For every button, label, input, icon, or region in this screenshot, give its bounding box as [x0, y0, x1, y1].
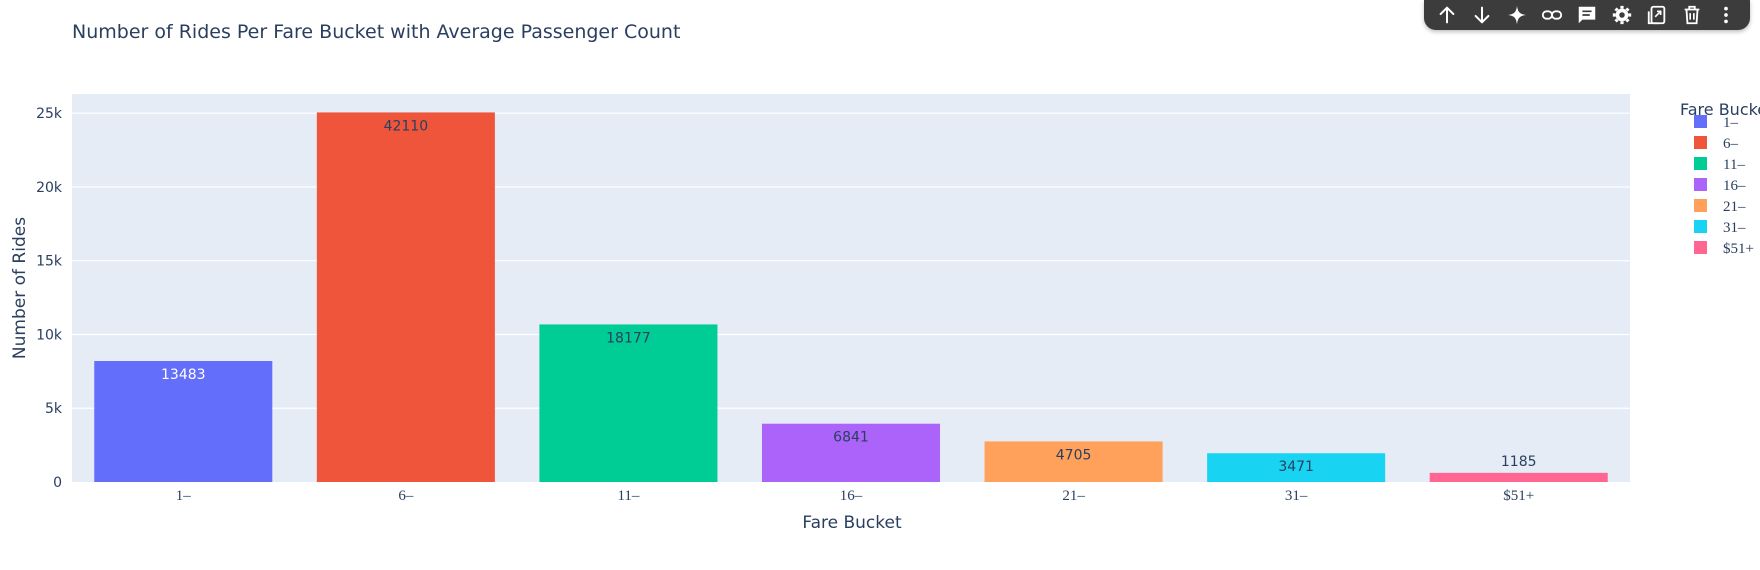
bar-labels: 13483 42110 18177 6841 4705 3471 1185 [161, 118, 1537, 475]
x-tick-label: 31– [1285, 488, 1308, 504]
y-tick-label: 25k [36, 106, 63, 122]
legend-item-label: 11– [1723, 157, 1745, 173]
x-axis-title: Fare Bucket [802, 513, 902, 533]
legend-swatch [1694, 115, 1707, 128]
legend-swatch [1694, 157, 1707, 170]
more-vert-icon[interactable] [1712, 1, 1740, 29]
y-tick-label: 20k [36, 180, 63, 196]
y-axis-title: Number of Rides [10, 217, 30, 359]
y-tick-label: 10k [36, 327, 63, 343]
arrow-down-icon[interactable] [1468, 1, 1496, 29]
bar [316, 112, 495, 482]
x-tick-label: $51+ [1503, 488, 1534, 504]
bar [984, 441, 1163, 482]
legend-swatch [1694, 136, 1707, 149]
legend-swatch [1694, 241, 1707, 254]
legend-swatch [1694, 178, 1707, 191]
x-tick-label: 16– [840, 488, 863, 504]
bar [1429, 472, 1608, 482]
bar-value-label: 18177 [606, 330, 651, 346]
x-tick-label: 11– [617, 488, 639, 504]
x-tick-label: 6– [398, 488, 414, 504]
comment-icon[interactable] [1573, 1, 1601, 29]
arrow-up-icon[interactable] [1433, 1, 1461, 29]
x-tick-label: 21– [1062, 488, 1085, 504]
link-icon[interactable] [1538, 1, 1566, 29]
bar-value-label: 1185 [1501, 454, 1537, 470]
legend-item-label: 16– [1723, 178, 1746, 194]
bar [761, 423, 941, 482]
bar-value-label: 6841 [833, 430, 869, 446]
chart-toolbar [1424, 0, 1750, 30]
copy-to-sheet-icon[interactable] [1643, 1, 1671, 29]
y-tick-label: 5k [45, 401, 63, 417]
y-axis-ticks: 0 5k 10k 15k 20k 25k [36, 106, 63, 491]
legend-item-label: 21– [1723, 199, 1746, 215]
bar [539, 324, 718, 482]
bar-value-label: 13483 [161, 367, 206, 383]
legend-swatch [1694, 220, 1707, 233]
bar-value-label: 4705 [1056, 447, 1092, 463]
y-tick-label: 15k [36, 254, 63, 270]
legend-item-label: 31– [1723, 220, 1746, 236]
x-axis-ticks: 1– 6– 11– 16– 21– 31– $51+ [176, 488, 1534, 504]
legend-item-label: $51+ [1723, 241, 1754, 257]
delete-icon[interactable] [1678, 1, 1706, 29]
bars [94, 112, 1608, 482]
legend-swatch [1694, 199, 1707, 212]
bar-value-label: 42110 [384, 118, 429, 134]
sparkle-icon[interactable] [1503, 1, 1531, 29]
settings-icon[interactable] [1608, 1, 1636, 29]
legend: Fare Bucket 1– 6– 11– 16– 21– 31– $51+ [1680, 100, 1760, 257]
bar [94, 361, 273, 482]
legend-item-label: 1– [1723, 115, 1739, 131]
chart-title: Number of Rides Per Fare Bucket with Ave… [72, 21, 680, 43]
y-tick-label: 0 [53, 475, 62, 491]
bar [1207, 453, 1386, 482]
legend-item-label: 6– [1723, 136, 1739, 152]
bar-value-label: 3471 [1278, 459, 1314, 475]
x-tick-label: 1– [176, 488, 192, 504]
legend-title: Fare Bucket [1680, 100, 1760, 119]
